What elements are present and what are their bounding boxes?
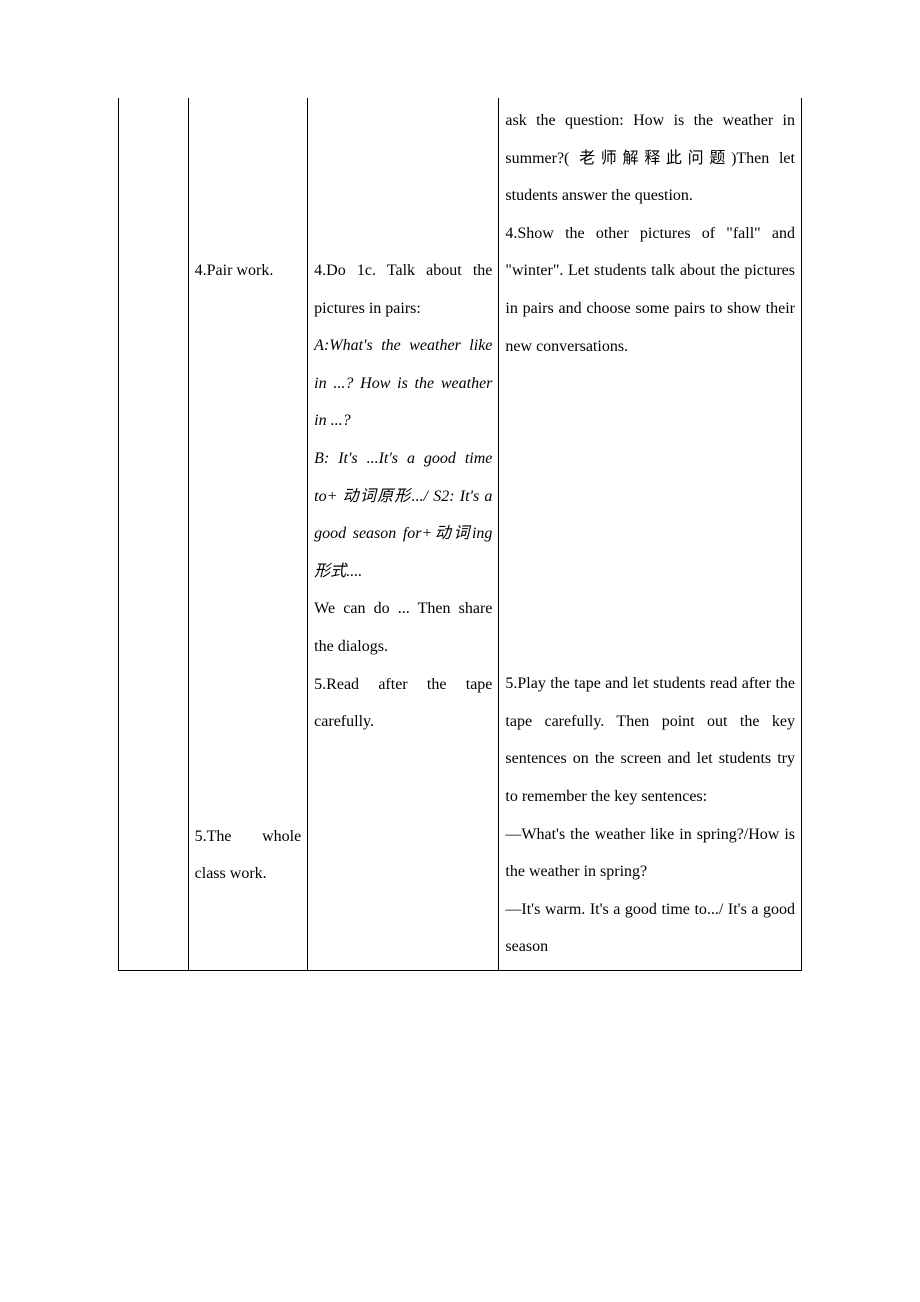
page: 4.Pair work. 5.The whole class work. 4.D…	[0, 0, 920, 1302]
col4-item5-lead: 5.Play the tape and let students read af…	[505, 665, 795, 815]
col3-item4-lead: 4.Do 1c. Talk about the pictures in pair…	[314, 252, 492, 327]
col4-prev-tail: ask the question: How is the weather in …	[505, 102, 795, 215]
dlgB-p3: ing	[472, 525, 492, 542]
col4-item5-a: —It's warm. It's a good time to.../ It's…	[505, 891, 795, 966]
col2-item4: 4.Pair work.	[195, 252, 302, 290]
table-row: 4.Pair work. 5.The whole class work. 4.D…	[119, 98, 802, 970]
cell-col2: 4.Pair work. 5.The whole class work.	[188, 98, 308, 970]
col4-item5-q: —What's the weather like in spring?/How …	[505, 816, 795, 891]
col3-item4-tail: We can do ... Then share the dialogs.	[314, 590, 492, 665]
col4-item4: 4.Show the other pictures of "fall" and …	[505, 215, 795, 365]
cell-col3: 4.Do 1c. Talk about the pictures in pair…	[308, 98, 499, 970]
prev-cjk: 老师解释此问题	[579, 150, 731, 167]
col3-item4-dialogB: B: It's ...It's a good time to+ 动词原形.../…	[314, 440, 492, 590]
lesson-table: 4.Pair work. 5.The whole class work. 4.D…	[118, 98, 802, 971]
cell-col1	[119, 98, 189, 970]
dlgB-p4: ....	[346, 563, 362, 580]
col3-item4-dialogA: A:What's the weather like in ...? How is…	[314, 327, 492, 440]
dlgB-cjk3: 形式	[314, 563, 346, 580]
col2-item5: 5.The whole class work.	[195, 818, 302, 893]
dlgB-cjk2: 动词	[432, 525, 472, 542]
col3-item5: 5.Read after the tape carefully.	[314, 666, 492, 741]
dlgB-cjk1: 动词原形	[343, 488, 412, 505]
cell-col4: ask the question: How is the weather in …	[499, 98, 802, 970]
